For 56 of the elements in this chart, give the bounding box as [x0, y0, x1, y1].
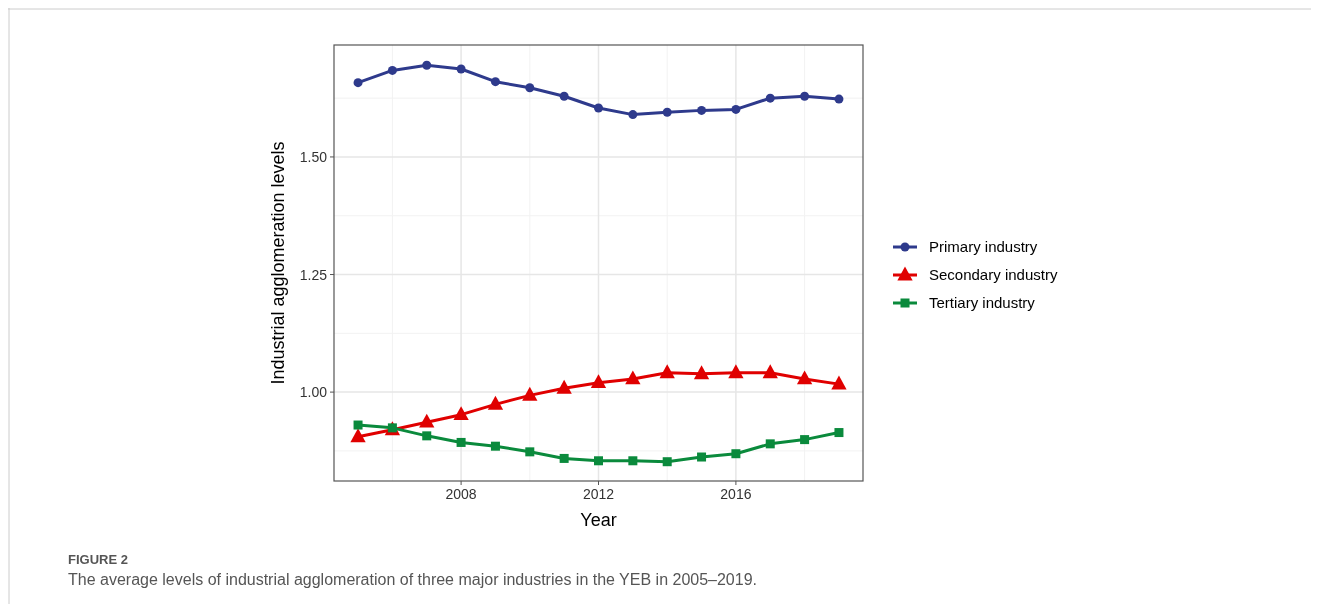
point — [659, 364, 675, 379]
point — [834, 94, 844, 104]
point — [594, 103, 603, 113]
x-tick-label: 2008 — [445, 486, 477, 502]
point — [731, 104, 741, 114]
point — [697, 452, 707, 462]
point — [625, 370, 641, 385]
text: The average levels of industrial agglomeration of three major industries in the YEB in 2005–2019. — [68, 571, 758, 588]
point — [800, 91, 810, 101]
x-axis-title: Year — [580, 510, 617, 530]
point — [350, 428, 366, 443]
point — [693, 365, 710, 380]
y-tick-label: 1.25 — [299, 266, 328, 283]
point — [796, 370, 813, 385]
point — [422, 431, 432, 441]
y-axis-title: Industrial agglomeration levels — [268, 141, 288, 385]
y-tick-label: 1.00 — [299, 384, 328, 401]
point — [487, 395, 504, 410]
point — [453, 406, 469, 421]
point — [490, 77, 500, 87]
point — [594, 456, 603, 466]
legend-label: Primary industry — [929, 238, 1038, 255]
point — [522, 386, 538, 401]
point — [765, 93, 775, 103]
y-tick-label: 1.50 — [299, 148, 328, 165]
point — [525, 83, 535, 93]
point — [353, 420, 363, 430]
point — [800, 435, 810, 445]
caption: FIGURE 2 — [68, 552, 128, 567]
point — [728, 364, 744, 379]
point — [556, 379, 572, 394]
point — [490, 441, 500, 451]
point — [731, 449, 741, 459]
point — [762, 364, 778, 379]
point — [559, 453, 569, 463]
point — [387, 65, 397, 75]
point — [765, 439, 775, 449]
point — [456, 437, 466, 447]
point — [559, 91, 569, 101]
point — [697, 105, 707, 115]
point — [353, 78, 363, 88]
point — [628, 456, 638, 466]
point — [422, 60, 432, 70]
point — [662, 107, 672, 117]
x-tick-label: 2016 — [720, 486, 752, 502]
x-tick-label: 2012 — [582, 486, 615, 502]
point — [456, 64, 466, 74]
point — [662, 457, 672, 467]
point — [590, 374, 607, 389]
point — [628, 110, 638, 120]
legend-label: Secondary industry — [929, 266, 1058, 283]
point — [525, 447, 535, 457]
point — [831, 375, 847, 390]
legend-label: Tertiary industry — [929, 294, 1036, 311]
point — [834, 428, 844, 438]
point — [419, 413, 435, 428]
